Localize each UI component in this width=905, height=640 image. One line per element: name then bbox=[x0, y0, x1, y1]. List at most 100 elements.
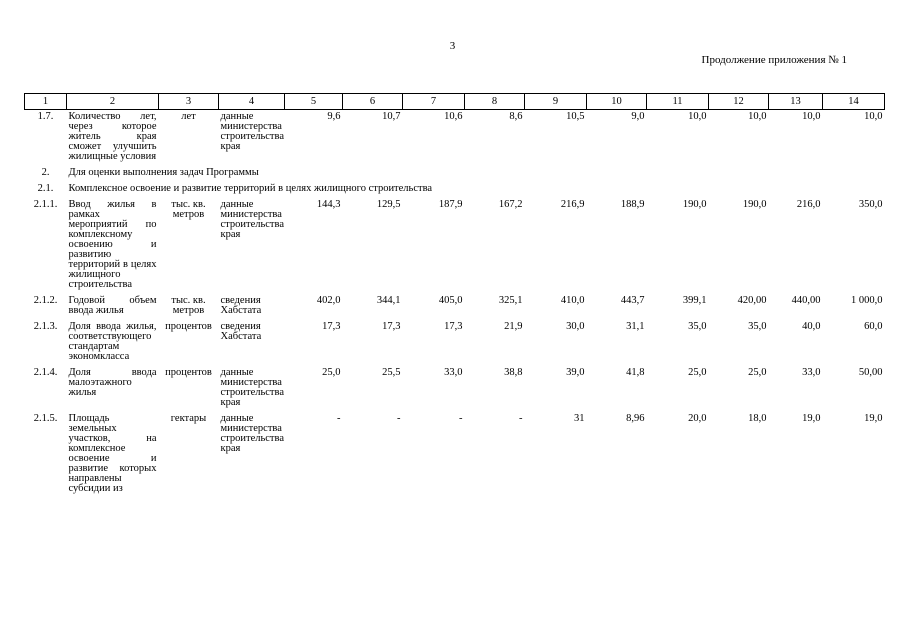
row-number: 2.1.2. bbox=[33, 295, 58, 306]
column-header: 5 bbox=[284, 93, 343, 110]
value-cell: 25,0 bbox=[748, 367, 767, 378]
value-cell: 129,5 bbox=[376, 199, 401, 210]
row-number: 2.1.4. bbox=[33, 367, 58, 378]
value-cell: 410,0 bbox=[560, 295, 585, 306]
section-title: Комплексное освоение и развитие территор… bbox=[68, 183, 433, 194]
value-cell: 325,1 bbox=[498, 295, 523, 306]
value-cell: 405,0 bbox=[438, 295, 463, 306]
value-cell: 33,0 bbox=[444, 367, 463, 378]
value-cell: 35,0 bbox=[688, 321, 707, 332]
value-cell: 25,5 bbox=[382, 367, 401, 378]
row-number: 2.1.3. bbox=[33, 321, 58, 332]
value-cell: - bbox=[459, 413, 463, 424]
unit-of-measure: гектары bbox=[170, 413, 207, 424]
row-number: 1.7. bbox=[37, 111, 54, 122]
unit-of-measure: процентов bbox=[165, 367, 212, 378]
column-header: 8 bbox=[464, 93, 525, 110]
value-cell: 187,9 bbox=[438, 199, 463, 210]
indicator-name: Площадь земельных участков, на комплексн… bbox=[68, 413, 157, 494]
table-header-row: 1 2 3 4 5 6 7 8 9 10 11 12 13 14 bbox=[24, 93, 885, 110]
value-cell: 8,96 bbox=[626, 413, 645, 424]
column-header: 1 bbox=[24, 93, 67, 110]
unit-of-measure: тыс. кв. метров bbox=[171, 199, 206, 220]
indicator-name: Ввод жилья в рамках мероприятий по компл… bbox=[68, 199, 157, 290]
value-cell: 10,0 bbox=[688, 111, 707, 122]
page-number: 3 bbox=[449, 40, 456, 52]
value-cell: 167,2 bbox=[498, 199, 523, 210]
value-cell: 41,8 bbox=[626, 367, 645, 378]
value-cell: 420,00 bbox=[737, 295, 767, 306]
value-cell: 399,1 bbox=[682, 295, 707, 306]
data-source: сведения Хабстата bbox=[220, 321, 262, 342]
value-cell: - bbox=[397, 413, 401, 424]
table-row: 1.7. Количество лет, через которое житель… bbox=[25, 110, 885, 169]
value-cell: 21,9 bbox=[504, 321, 523, 332]
value-cell: 60,0 bbox=[864, 321, 883, 332]
column-header: 2 bbox=[66, 93, 159, 110]
value-cell: 50,00 bbox=[858, 367, 883, 378]
value-cell: 440,00 bbox=[791, 295, 821, 306]
section-row: 2.1. Комплексное освоение и развитие терр… bbox=[25, 183, 885, 200]
data-source: данные министерства строительства края bbox=[220, 367, 285, 408]
value-cell: 30,0 bbox=[566, 321, 585, 332]
row-number: 2.1.1. bbox=[33, 199, 58, 210]
value-cell: 144,3 bbox=[316, 199, 341, 210]
column-header: 12 bbox=[708, 93, 769, 110]
value-cell: 25,0 bbox=[322, 367, 341, 378]
data-source: сведения Хабстата bbox=[220, 295, 262, 316]
column-header: 4 bbox=[218, 93, 285, 110]
row-number: 2.1.5. bbox=[33, 413, 58, 424]
continuation-note: Продолжение приложения № 1 bbox=[701, 54, 847, 66]
value-cell: 216,9 bbox=[560, 199, 585, 210]
section-number: 2.1. bbox=[37, 183, 54, 194]
value-cell: 25,0 bbox=[688, 367, 707, 378]
value-cell: 1 000,0 bbox=[851, 295, 883, 306]
value-cell: 443,7 bbox=[620, 295, 645, 306]
value-cell: 10,7 bbox=[382, 111, 401, 122]
value-cell: 344,1 bbox=[376, 295, 401, 306]
value-cell: 31,1 bbox=[626, 321, 645, 332]
value-cell: 31 bbox=[574, 413, 585, 424]
indicator-name: Годовой объем ввода жилья bbox=[68, 295, 157, 316]
value-cell: 190,0 bbox=[682, 199, 707, 210]
unit-of-measure: тыс. кв. метров bbox=[171, 295, 206, 316]
column-header: 10 bbox=[586, 93, 647, 110]
value-cell: 402,0 bbox=[316, 295, 341, 306]
value-cell: 188,9 bbox=[620, 199, 645, 210]
value-cell: 19,0 bbox=[802, 413, 821, 424]
value-cell: 17,3 bbox=[444, 321, 463, 332]
value-cell: 10,5 bbox=[566, 111, 585, 122]
indicator-name: Количество лет, через которое житель кра… bbox=[68, 111, 157, 162]
value-cell: 350,0 bbox=[858, 199, 883, 210]
unit-of-measure: процентов bbox=[165, 321, 212, 332]
value-cell: 39,0 bbox=[566, 367, 585, 378]
section-row: 2. Для оценки выполнения задач Программы bbox=[25, 167, 885, 184]
column-header: 3 bbox=[158, 93, 219, 110]
table-row: 2.1.1. Ввод жилья в рамках мероприятий по… bbox=[25, 199, 885, 296]
value-cell: - bbox=[337, 413, 341, 424]
value-cell: 10,0 bbox=[802, 111, 821, 122]
value-cell: 33,0 bbox=[802, 367, 821, 378]
value-cell: 35,0 bbox=[748, 321, 767, 332]
value-cell: 8,6 bbox=[509, 111, 523, 122]
section-number: 2. bbox=[41, 167, 50, 178]
value-cell: 216,0 bbox=[796, 199, 821, 210]
value-cell: 19,0 bbox=[864, 413, 883, 424]
section-title: Для оценки выполнения задач Программы bbox=[68, 167, 259, 178]
indicator-name: Доля ввода малоэтажного жилья bbox=[68, 367, 157, 398]
table-row: 2.1.5. Площадь земельных участков, на ком… bbox=[25, 413, 885, 500]
indicator-name: Доля ввода жилья, соответствующего станд… bbox=[68, 321, 157, 362]
unit-of-measure: лет bbox=[181, 111, 196, 122]
value-cell: 10,6 bbox=[444, 111, 463, 122]
column-header: 9 bbox=[524, 93, 587, 110]
data-source: данные министерства строительства края bbox=[220, 111, 285, 152]
value-cell: 17,3 bbox=[382, 321, 401, 332]
value-cell: 40,0 bbox=[802, 321, 821, 332]
column-header: 6 bbox=[342, 93, 403, 110]
value-cell: 38,8 bbox=[504, 367, 523, 378]
table-row: 2.1.4. Доля ввода малоэтажного жилья проце… bbox=[25, 367, 885, 414]
value-cell: 17,3 bbox=[322, 321, 341, 332]
value-cell: 20,0 bbox=[688, 413, 707, 424]
indicators-table: 1 2 3 4 5 6 7 8 9 10 11 12 13 14 1.7. Количество лет, … bbox=[24, 93, 885, 500]
value-cell: - bbox=[519, 413, 523, 424]
